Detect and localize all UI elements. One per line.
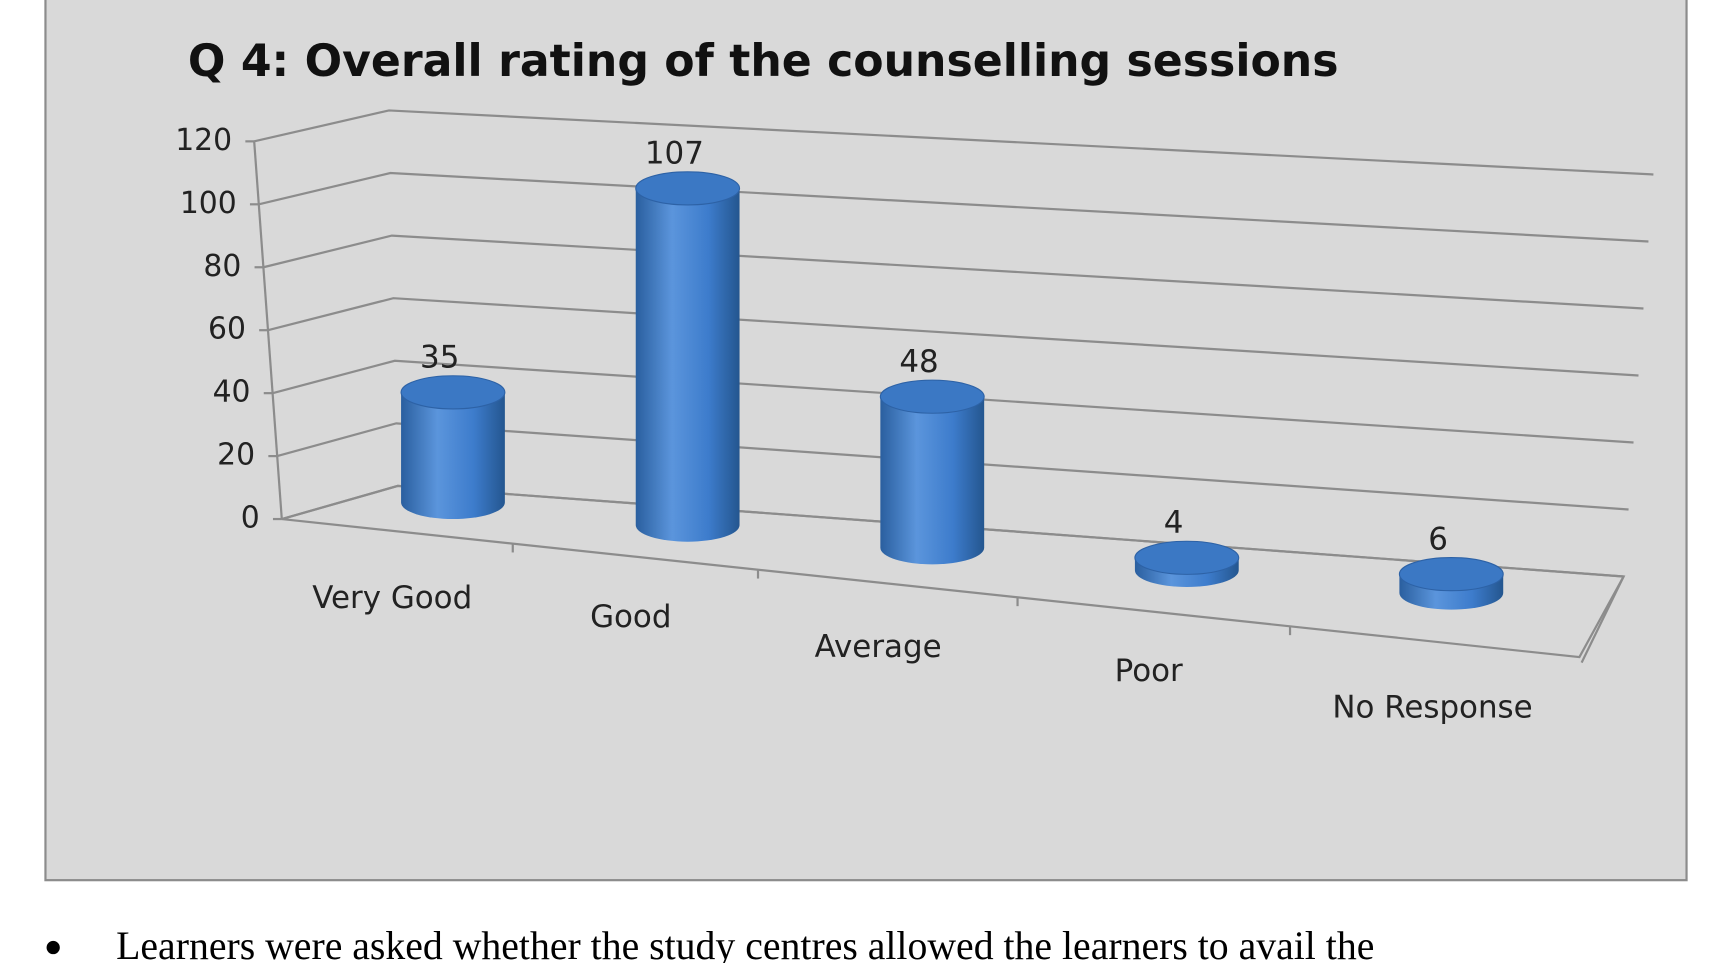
y-tick-label: 60 bbox=[208, 312, 246, 347]
grid-line bbox=[272, 359, 1634, 444]
bar bbox=[635, 188, 740, 542]
grid-line bbox=[267, 297, 1639, 377]
plot: 0 20 40 60 80 100 120 Very Good 35 Good 107 Average… bbox=[175, 109, 1654, 725]
bar-top bbox=[1134, 540, 1240, 575]
body-text: Learners were asked whether the study ce… bbox=[116, 924, 1374, 963]
value-label: 4 bbox=[1164, 505, 1184, 541]
x-tick-label: Very Good bbox=[312, 580, 472, 616]
value-label: 48 bbox=[899, 344, 938, 380]
y-tick-label: 40 bbox=[213, 375, 251, 410]
value-label: 35 bbox=[420, 340, 459, 376]
x-tick-label: Average bbox=[815, 629, 942, 665]
x-tick-label: Poor bbox=[1115, 653, 1183, 689]
grid-line bbox=[258, 171, 1649, 243]
bar bbox=[401, 392, 505, 520]
chart-frame bbox=[44, 0, 1688, 882]
x-tick-label: Good bbox=[590, 599, 671, 635]
grid-line bbox=[276, 422, 1629, 511]
bar-top bbox=[879, 379, 985, 414]
bar-top bbox=[1398, 557, 1504, 592]
y-tick-label: 120 bbox=[175, 123, 232, 158]
y-tick-label: 80 bbox=[203, 249, 241, 284]
y-tick-label: 100 bbox=[180, 186, 237, 221]
floor-edge bbox=[1580, 575, 1625, 664]
bar bbox=[880, 396, 985, 565]
value-label: 6 bbox=[1428, 522, 1448, 558]
bar-top bbox=[400, 375, 506, 410]
y-tick-label: 0 bbox=[241, 501, 260, 536]
bar-top bbox=[635, 171, 741, 206]
y-tick-label: 20 bbox=[217, 438, 255, 473]
x-tick-label: No Response bbox=[1332, 689, 1532, 725]
grid-line bbox=[253, 109, 1654, 176]
value-label: 107 bbox=[645, 136, 704, 172]
chart-title: Q 4: Overall rating of the counselling s… bbox=[188, 36, 1339, 87]
grid-line bbox=[263, 234, 1644, 310]
bullet bbox=[46, 940, 60, 955]
